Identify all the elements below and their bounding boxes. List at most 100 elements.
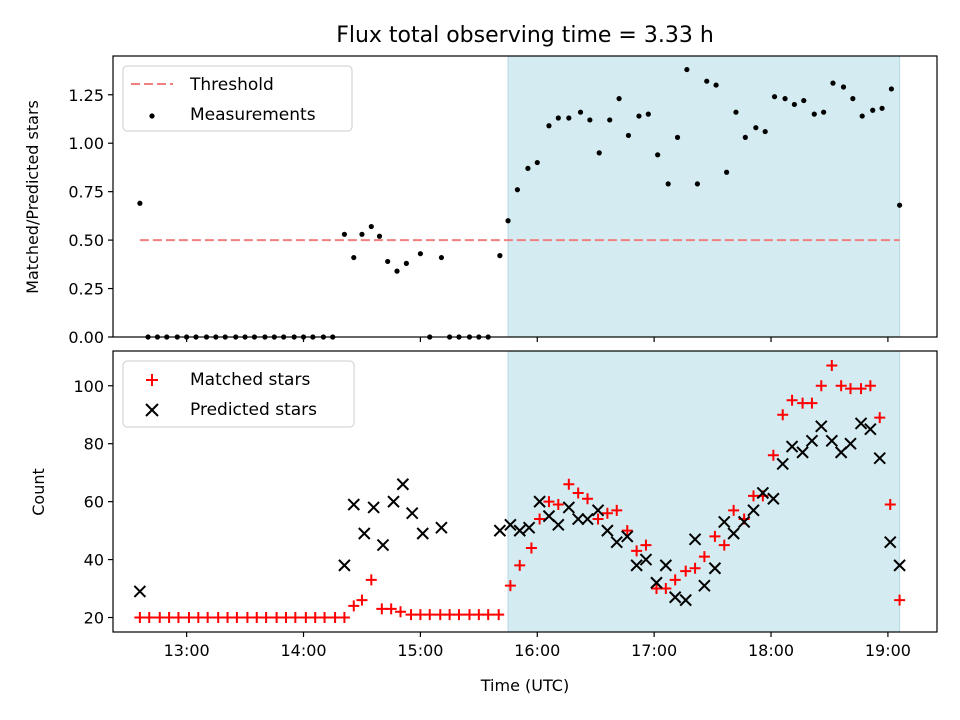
measurement-point xyxy=(771,94,778,100)
predicted-stars-point xyxy=(679,593,692,607)
measurement-point xyxy=(684,66,690,73)
predicted-stars-point xyxy=(864,423,877,436)
matched-stars-legend-label: Matched stars xyxy=(190,370,310,390)
matched-stars-point xyxy=(376,603,388,615)
predicted-stars-point xyxy=(688,533,702,546)
measurement-point xyxy=(137,200,143,206)
matched-stars-point xyxy=(143,612,155,624)
measurement-point xyxy=(733,109,739,115)
x-tick-label: 15:00 xyxy=(397,641,443,660)
matched-stars-point xyxy=(251,612,263,624)
x-axis-label: Time (UTC) xyxy=(480,676,569,695)
matched-stars-point xyxy=(718,539,730,551)
predicted-stars-point xyxy=(854,417,868,430)
predicted-stars-point xyxy=(581,512,594,526)
measurement-point xyxy=(385,258,391,265)
matched-stars-point xyxy=(271,612,283,624)
matched-stars-point xyxy=(592,513,604,525)
measurement-point xyxy=(587,117,593,123)
measurement-point xyxy=(791,101,798,108)
predicted-stars-point xyxy=(825,434,839,448)
predicted-stars-point xyxy=(815,420,828,433)
top-legend: Threshold Measurements xyxy=(122,65,353,132)
predicted-stars-point xyxy=(767,492,780,505)
matched-stars-point xyxy=(786,394,798,406)
x-tick-label: 17:00 xyxy=(631,641,677,660)
bottom-legend: Matched stars Predicted stars xyxy=(122,360,355,428)
matched-stars-point xyxy=(395,606,407,618)
measurement-point xyxy=(762,128,768,135)
predicted-stars-point xyxy=(533,495,546,508)
measurements-legend-swatch xyxy=(149,113,155,119)
matched-stars-point xyxy=(202,612,214,624)
matched-stars-point xyxy=(444,609,456,621)
matched-stars-point xyxy=(572,487,584,499)
bottom-panel: 20 40 60 80 100 13:00 14:00 15:00 16:00 17:00 18:… xyxy=(29,350,938,695)
matched-stars-point xyxy=(482,609,494,621)
matched-stars-point xyxy=(728,504,740,516)
chart-title: Flux total observing time = 3.33 h xyxy=(336,23,714,48)
matched-stars-point xyxy=(280,612,292,624)
matched-stars-point xyxy=(611,504,623,516)
measurement-point xyxy=(665,181,671,187)
y-tick-label: 0.25 xyxy=(68,280,104,299)
matched-stars-point xyxy=(525,542,537,554)
predicted-stars-point xyxy=(504,518,517,532)
bottom-y-axis-label: Count xyxy=(29,468,48,516)
predicted-stars-point xyxy=(844,437,857,450)
matched-stars-point xyxy=(212,612,224,624)
matched-stars-point xyxy=(192,612,204,624)
predicted-stars-point xyxy=(621,530,634,543)
measurement-point xyxy=(417,251,423,257)
matched-stars-point xyxy=(669,574,681,586)
x-tick-label: 18:00 xyxy=(748,641,794,660)
measurement-point xyxy=(616,96,622,102)
y-tick-label: 80 xyxy=(84,435,104,454)
predicted-stars-point xyxy=(358,527,371,540)
y-tick-label: 0.00 xyxy=(68,328,104,347)
matched-stars-point xyxy=(365,574,377,586)
highlight-span xyxy=(507,55,901,338)
measurement-point xyxy=(724,169,730,175)
measurement-point xyxy=(505,218,511,224)
matched-stars-point xyxy=(172,612,184,624)
matched-stars-point xyxy=(348,600,360,612)
y-tick-label: 20 xyxy=(84,609,104,628)
predicted-stars-legend-swatch xyxy=(145,403,159,417)
measurement-point xyxy=(566,115,572,121)
highlight-span xyxy=(507,350,901,633)
measurement-point xyxy=(888,86,895,92)
matched-stars-point xyxy=(260,612,272,624)
measurement-point xyxy=(840,84,847,90)
measurement-point xyxy=(801,97,807,104)
measurement-point xyxy=(896,202,903,208)
measurement-point xyxy=(811,111,817,117)
y-tick-label: 0.75 xyxy=(68,183,104,202)
measurement-point xyxy=(674,134,681,140)
matched-stars-point xyxy=(709,530,721,542)
matched-stars-point xyxy=(183,612,195,624)
matched-stars-point xyxy=(385,603,397,615)
matched-stars-point xyxy=(680,565,692,577)
measurement-point xyxy=(742,134,748,140)
predicted-stars-point xyxy=(367,501,380,514)
measurement-point xyxy=(525,165,531,171)
predicted-stars-point xyxy=(776,457,789,471)
predicted-stars-point xyxy=(396,478,410,491)
predicted-stars-point xyxy=(376,538,390,552)
predicted-stars-point xyxy=(493,524,507,537)
predicted-stars-point xyxy=(893,559,906,572)
matched-stars-point xyxy=(514,559,526,571)
matched-stars-point xyxy=(631,545,643,557)
measurement-point xyxy=(368,223,374,230)
measurement-point xyxy=(497,253,503,259)
measurement-point xyxy=(821,109,827,115)
measurement-point xyxy=(394,268,400,274)
measurement-point xyxy=(351,254,357,261)
matched-stars-point xyxy=(241,612,253,624)
bottom-plot-frame xyxy=(112,350,938,633)
measurement-point xyxy=(655,152,661,158)
matched-stars-point xyxy=(231,612,243,624)
matched-stars-point xyxy=(434,609,446,621)
measurement-point xyxy=(359,231,365,237)
